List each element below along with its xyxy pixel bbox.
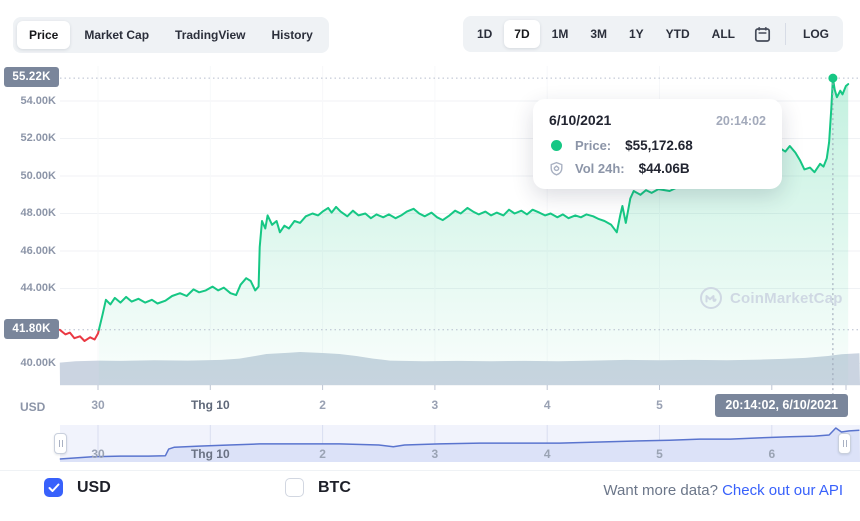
range-tab-1m[interactable]: 1M: [551, 27, 569, 41]
view-tab-market-cap[interactable]: Market Cap: [84, 28, 150, 42]
view-tab-tradingview[interactable]: TradingView: [175, 28, 246, 42]
chart-tooltip: 6/10/2021 20:14:02 Price: $55,172.68 Vol…: [533, 99, 782, 189]
x-label: Thg 10: [190, 398, 230, 412]
api-promo: Want more data? Check out our API: [603, 482, 843, 499]
view-tab-price[interactable]: Price: [17, 21, 71, 49]
y-axis-label: 54.00K: [20, 94, 56, 107]
log-scale-button[interactable]: LOG: [803, 27, 829, 41]
tooltip-time: 20:14:02: [715, 114, 766, 128]
calendar-icon[interactable]: [747, 22, 778, 47]
nav-label: Thg 10: [190, 447, 230, 461]
tooltip-volume-label: Vol 24h:: [575, 161, 625, 176]
nav-label: 5: [656, 447, 663, 461]
price-dot-icon: [549, 140, 564, 151]
y-axis-label: 48.00K: [20, 207, 56, 219]
x-label: 4: [543, 398, 551, 412]
nav-label: 30: [91, 447, 105, 461]
navigator-area: [59, 428, 860, 462]
unchecked-checkbox-icon[interactable]: [285, 478, 304, 497]
tooltip-price-value: $55,172.68: [625, 138, 693, 153]
nav-label: 2: [319, 447, 326, 461]
navigator-right-handle[interactable]: [838, 433, 851, 454]
price-line-below-open: [58, 328, 100, 342]
y-axis-unit-label: USD: [20, 400, 46, 414]
y-axis-label: 44.00K: [20, 282, 56, 294]
y-axis-label: 50.00K: [20, 169, 56, 182]
current-price-badge: 55.22K: [4, 67, 59, 87]
tooltip-date: 6/10/2021: [549, 112, 612, 128]
navigator-line: [59, 427, 860, 460]
price-area-fill: [98, 78, 849, 385]
current-price-marker: [828, 73, 838, 83]
toolbar-divider: [785, 23, 786, 45]
x-label: 3: [431, 398, 439, 412]
btc-checkbox-label: BTC: [318, 478, 351, 496]
view-tab-group: Price Market Cap TradingView History: [13, 17, 329, 53]
nav-label: 6: [768, 447, 776, 461]
api-link[interactable]: Check out our API: [722, 482, 843, 499]
tooltip-volume-value: $44.06B: [638, 161, 690, 176]
x-label: 30: [91, 398, 105, 412]
range-tab-all[interactable]: ALL: [711, 27, 735, 41]
x-label: 5: [656, 398, 663, 412]
crosshair-time-badge: 20:14:02, 6/10/2021: [715, 394, 848, 417]
checked-checkbox-icon[interactable]: [44, 478, 63, 497]
view-tab-history[interactable]: History: [271, 28, 313, 42]
coinmarketcap-logo-icon: [700, 287, 722, 309]
btc-checkbox[interactable]: BTC: [285, 478, 351, 497]
range-tab-1d[interactable]: 1D: [476, 27, 493, 41]
range-tab-ytd[interactable]: YTD: [665, 27, 690, 41]
usd-checkbox-label: USD: [77, 478, 111, 496]
tooltip-price-label: Price:: [575, 138, 612, 153]
y-axis-label: 52.00K: [20, 132, 56, 144]
nav-label: 4: [543, 447, 551, 461]
open-price-badge: 41.80K: [4, 319, 59, 339]
navigator-left-handle[interactable]: [54, 433, 67, 454]
range-tab-1y[interactable]: 1Y: [628, 27, 644, 41]
usd-checkbox[interactable]: USD: [44, 478, 111, 497]
y-axis-label: 46.00K: [20, 244, 56, 257]
range-tab-group: 1D 7D 1M 3M 1Y YTD ALL LOG: [462, 16, 843, 52]
footer-divider: [0, 470, 860, 471]
coinmarketcap-watermark: CoinMarketCap: [699, 286, 843, 310]
range-tab-3m[interactable]: 3M: [590, 27, 607, 41]
y-axis-label: 40.00K: [20, 357, 56, 369]
watermark-label: CoinMarketCap: [730, 289, 843, 307]
shield-icon: [549, 161, 564, 176]
nav-label: 3: [431, 447, 439, 461]
promo-text: Want more data?: [603, 482, 718, 499]
range-tab-7d[interactable]: 7D: [504, 20, 540, 48]
x-label: 2: [319, 398, 326, 412]
